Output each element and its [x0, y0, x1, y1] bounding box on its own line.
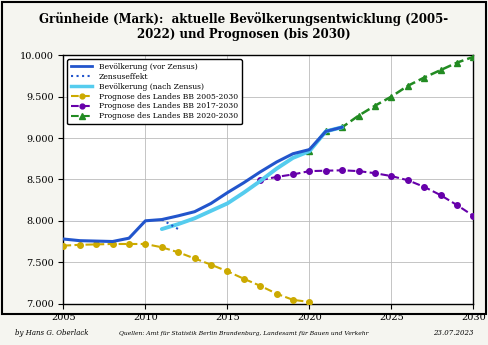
Text: Grünheide (Mark):  aktuelle Bevölkerungsentwicklung (2005-
2022) und Prognosen (: Grünheide (Mark): aktuelle Bevölkerungse… — [40, 12, 448, 41]
Text: Quellen: Amt für Statistik Berlin Brandenburg, Landesamt für Bauen und Verkehr: Quellen: Amt für Statistik Berlin Brande… — [119, 331, 369, 336]
Legend: Bevölkerung (vor Zensus), Zensuseffekt, Bevölkerung (nach Zensus), Prognose des : Bevölkerung (vor Zensus), Zensuseffekt, … — [67, 59, 242, 124]
Text: 23.07.2023: 23.07.2023 — [433, 329, 473, 337]
Text: by Hans G. Oberlack: by Hans G. Oberlack — [15, 329, 88, 337]
